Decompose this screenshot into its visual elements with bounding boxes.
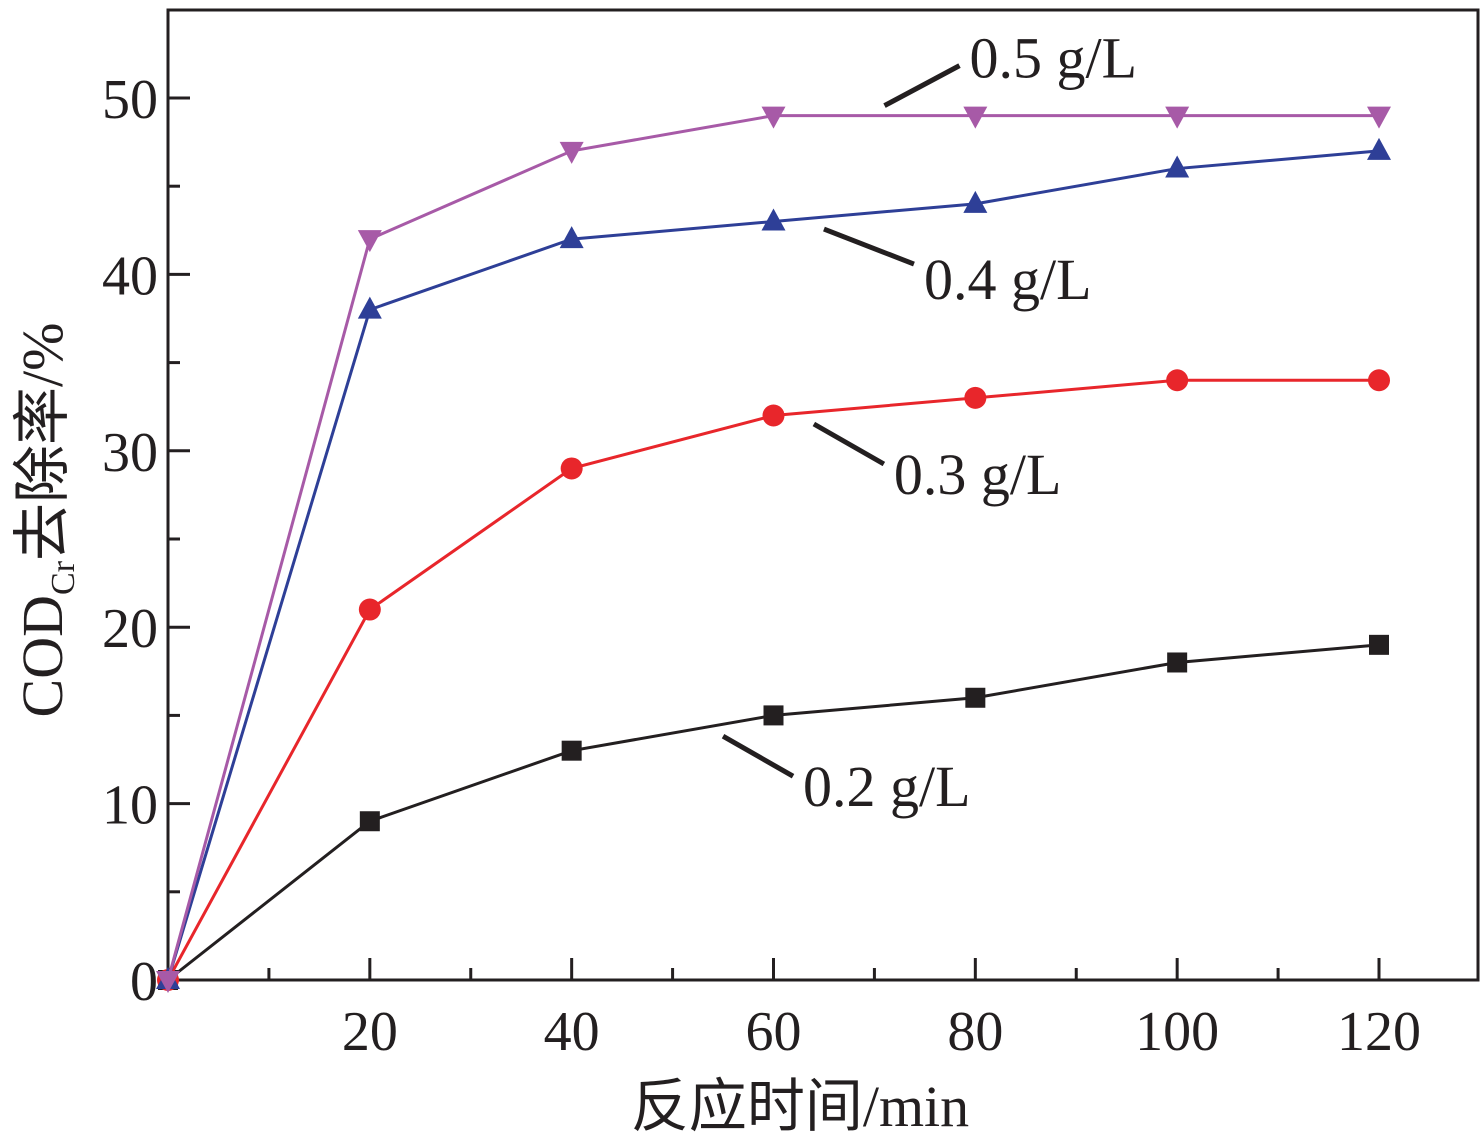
annotation-leader — [721, 734, 795, 779]
x-tick-label: 80 — [947, 1001, 1003, 1063]
y-tick-label: 10 — [102, 775, 158, 837]
data-point — [963, 106, 988, 129]
series-annotation: 0.5 g/L — [970, 26, 1138, 91]
data-point — [1165, 106, 1190, 129]
annotation-leader — [883, 63, 961, 108]
y-tick-label: 20 — [102, 598, 158, 660]
data-point — [1165, 155, 1190, 178]
data-point — [1368, 369, 1390, 392]
data-point — [763, 705, 784, 726]
x-tick-label: 120 — [1337, 1001, 1421, 1063]
series-0-4-g-L — [156, 137, 1391, 989]
data-point — [559, 141, 584, 164]
data-point — [762, 404, 785, 427]
y-tick-label: 0 — [130, 951, 158, 1013]
annotation-leader — [823, 226, 915, 267]
series-0-5-g-L — [156, 106, 1391, 993]
data-point — [963, 190, 988, 213]
series-0-3-g-L — [157, 369, 1390, 991]
data-point — [1167, 652, 1188, 673]
x-tick-label: 60 — [746, 1001, 802, 1063]
data-point — [560, 457, 583, 480]
y-tick-label: 50 — [102, 69, 158, 131]
data-point — [761, 106, 786, 129]
series-line — [166, 149, 1380, 981]
y-axis-title: CODCr去除率/% — [10, 323, 82, 718]
data-point — [156, 971, 180, 993]
x-tick-label: 20 — [342, 1001, 398, 1063]
y-axis-title-rest: 去除率/% — [10, 323, 75, 561]
data-point — [357, 230, 382, 253]
annotation-leader — [812, 421, 886, 467]
series-line — [166, 114, 1379, 981]
y-axis-title-subscript: Cr — [45, 560, 82, 595]
series-annotation: 0.3 g/L — [894, 442, 1062, 507]
x-tick-label: 100 — [1135, 1001, 1219, 1063]
y-axis-title-main: COD — [10, 595, 75, 717]
y-tick-label: 30 — [102, 422, 158, 484]
data-point — [761, 208, 786, 231]
x-axis-ticks: 20 40 60 80 100 120 — [267, 958, 1421, 1063]
plot-frame — [166, 8, 1480, 982]
data-point — [561, 740, 582, 761]
y-tick-label: 40 — [102, 245, 158, 307]
data-point — [965, 687, 986, 708]
x-tick-label: 40 — [544, 1001, 600, 1063]
annotation-layer: 0.2 g/L 0.3 g/L 0.4 g/L 0.5 g/L — [721, 26, 1138, 819]
series-0-2-g-L — [158, 634, 1389, 990]
data-point — [358, 598, 381, 621]
x-axis-title: 反应时间/min — [631, 1074, 969, 1133]
y-axis-ticks: 0 10 20 30 40 50 — [102, 69, 190, 1013]
data-point — [357, 296, 382, 319]
data-point — [359, 811, 380, 832]
series-line — [167, 643, 1380, 982]
data-point — [964, 386, 987, 409]
data-point — [559, 226, 584, 249]
series-annotation: 0.4 g/L — [924, 247, 1092, 312]
series-line — [166, 378, 1379, 981]
series-layer — [156, 106, 1391, 993]
data-point — [1367, 106, 1391, 129]
series-annotation: 0.2 g/L — [803, 754, 971, 819]
data-point — [1166, 369, 1189, 392]
data-point — [1369, 634, 1389, 655]
data-point — [1367, 137, 1391, 160]
